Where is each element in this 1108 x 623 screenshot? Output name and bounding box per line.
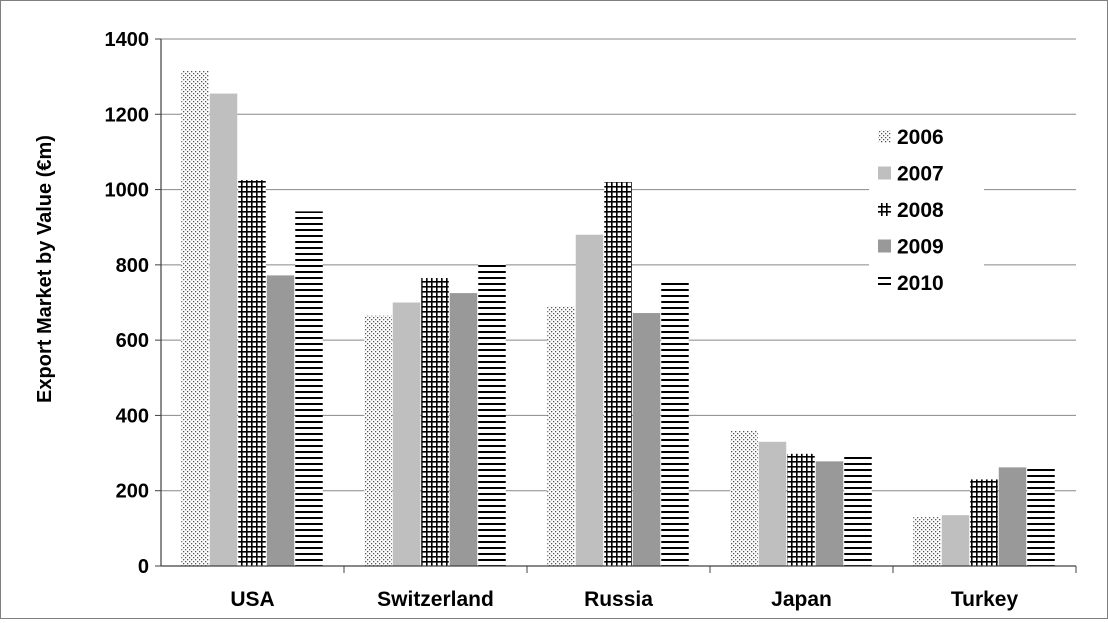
- legend: 2006 2007 2008 2009 2010: [869, 119, 984, 311]
- bar-2006-usa: [181, 70, 209, 566]
- x-tick-label: Turkey: [951, 588, 1019, 611]
- bar-2008-usa: [238, 180, 266, 567]
- bar-2009-russia: [632, 313, 661, 566]
- bar-2006-switzerland: [364, 315, 392, 566]
- y-tick-label: 800: [116, 255, 149, 277]
- bar-2010-japan: [844, 456, 872, 566]
- x-tick-label: Japan: [771, 588, 832, 611]
- legend-label-2006: 2006: [897, 126, 944, 149]
- legend-label-2009: 2009: [897, 236, 944, 259]
- bar-2006-turkey: [913, 517, 941, 566]
- bar-2007-switzerland: [392, 302, 421, 566]
- bar-2006-russia: [547, 306, 575, 566]
- y-axis-label: Export Market by Value (€m): [34, 135, 56, 403]
- legend-swatch-2007: [878, 166, 891, 180]
- legend-label-2008: 2008: [897, 199, 944, 222]
- bar-2008-turkey: [970, 479, 998, 566]
- x-tick-label: Russia: [584, 588, 653, 611]
- bar-2007-usa: [209, 93, 238, 566]
- legend-swatch-2006: [878, 130, 891, 143]
- y-tick-labels: 0 200 400 600 800 1000 1200 1400: [105, 29, 161, 578]
- bar-2007-russia: [575, 234, 604, 566]
- y-tick-label: 1000: [105, 180, 150, 202]
- y-tick-label: 600: [116, 330, 149, 352]
- x-tick-labels: USA Switzerland Russia Japan Turkey: [230, 566, 1077, 611]
- legend-swatch-2009: [878, 239, 891, 253]
- legend-swatch-2008: [878, 203, 891, 216]
- bar-2009-turkey: [998, 467, 1027, 566]
- bar-2010-turkey: [1027, 467, 1055, 566]
- bar-2007-japan: [758, 441, 787, 566]
- y-tick-label: 1200: [105, 104, 150, 126]
- y-tick-label: 200: [116, 481, 149, 503]
- bar-2008-russia: [604, 182, 632, 567]
- legend-label-2010: 2010: [897, 272, 944, 295]
- bar-2008-japan: [787, 453, 815, 566]
- x-tick-label: Switzerland: [377, 588, 494, 611]
- bar-2010-switzerland: [478, 262, 506, 566]
- bar-2006-japan: [730, 430, 758, 566]
- bar-2009-switzerland: [449, 293, 478, 566]
- legend-label-2007: 2007: [897, 163, 944, 186]
- bar-2009-usa: [266, 275, 295, 566]
- bar-2010-russia: [661, 281, 689, 566]
- y-tick-label: 400: [116, 405, 149, 427]
- bar-2007-turkey: [941, 515, 970, 566]
- y-tick-label: 1400: [105, 29, 150, 51]
- bars: [181, 70, 1055, 567]
- bar-2009-japan: [815, 461, 844, 566]
- bar-2010-usa: [295, 211, 323, 566]
- legend-swatch-2010: [878, 276, 891, 289]
- x-tick-label: USA: [230, 588, 274, 611]
- bar-2008-switzerland: [421, 278, 449, 566]
- y-tick-label: 0: [138, 556, 149, 578]
- axes: [160, 39, 1076, 567]
